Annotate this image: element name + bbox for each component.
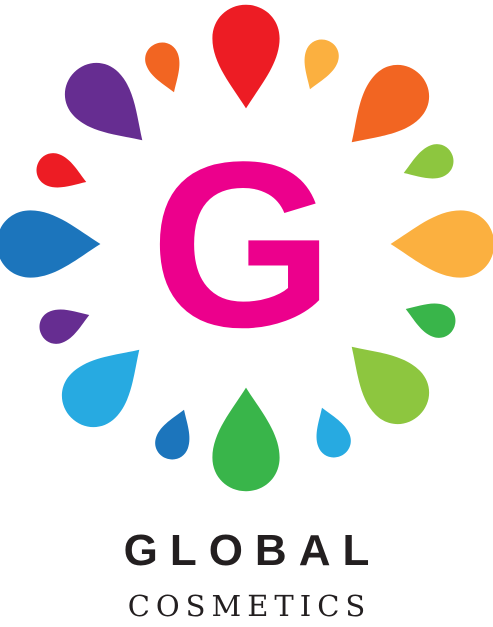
droplet-lightblue-lower-left <box>49 327 162 440</box>
droplet-small-blue <box>150 403 200 465</box>
monogram-letter: G <box>150 113 334 377</box>
droplet-yellow-right <box>390 210 493 278</box>
droplet-small-yellow <box>294 34 344 96</box>
droplet-small-red <box>31 148 93 198</box>
brand-name: GLOBAL <box>123 526 382 575</box>
droplet-small-green <box>399 293 461 343</box>
brand-tagline: COSMETICS <box>127 589 372 623</box>
droplet-small-lightblue <box>306 401 356 463</box>
droplet-blue-left <box>0 210 101 278</box>
droplet-small-lime <box>397 139 459 189</box>
droplet-small-orange <box>140 37 190 99</box>
droplet-lime-lower-right <box>329 324 442 437</box>
droplet-bottom-green <box>212 387 280 492</box>
droplet-top-red <box>212 4 280 109</box>
droplet-small-purple <box>34 299 96 349</box>
droplet-orange-upper-right <box>329 52 442 165</box>
